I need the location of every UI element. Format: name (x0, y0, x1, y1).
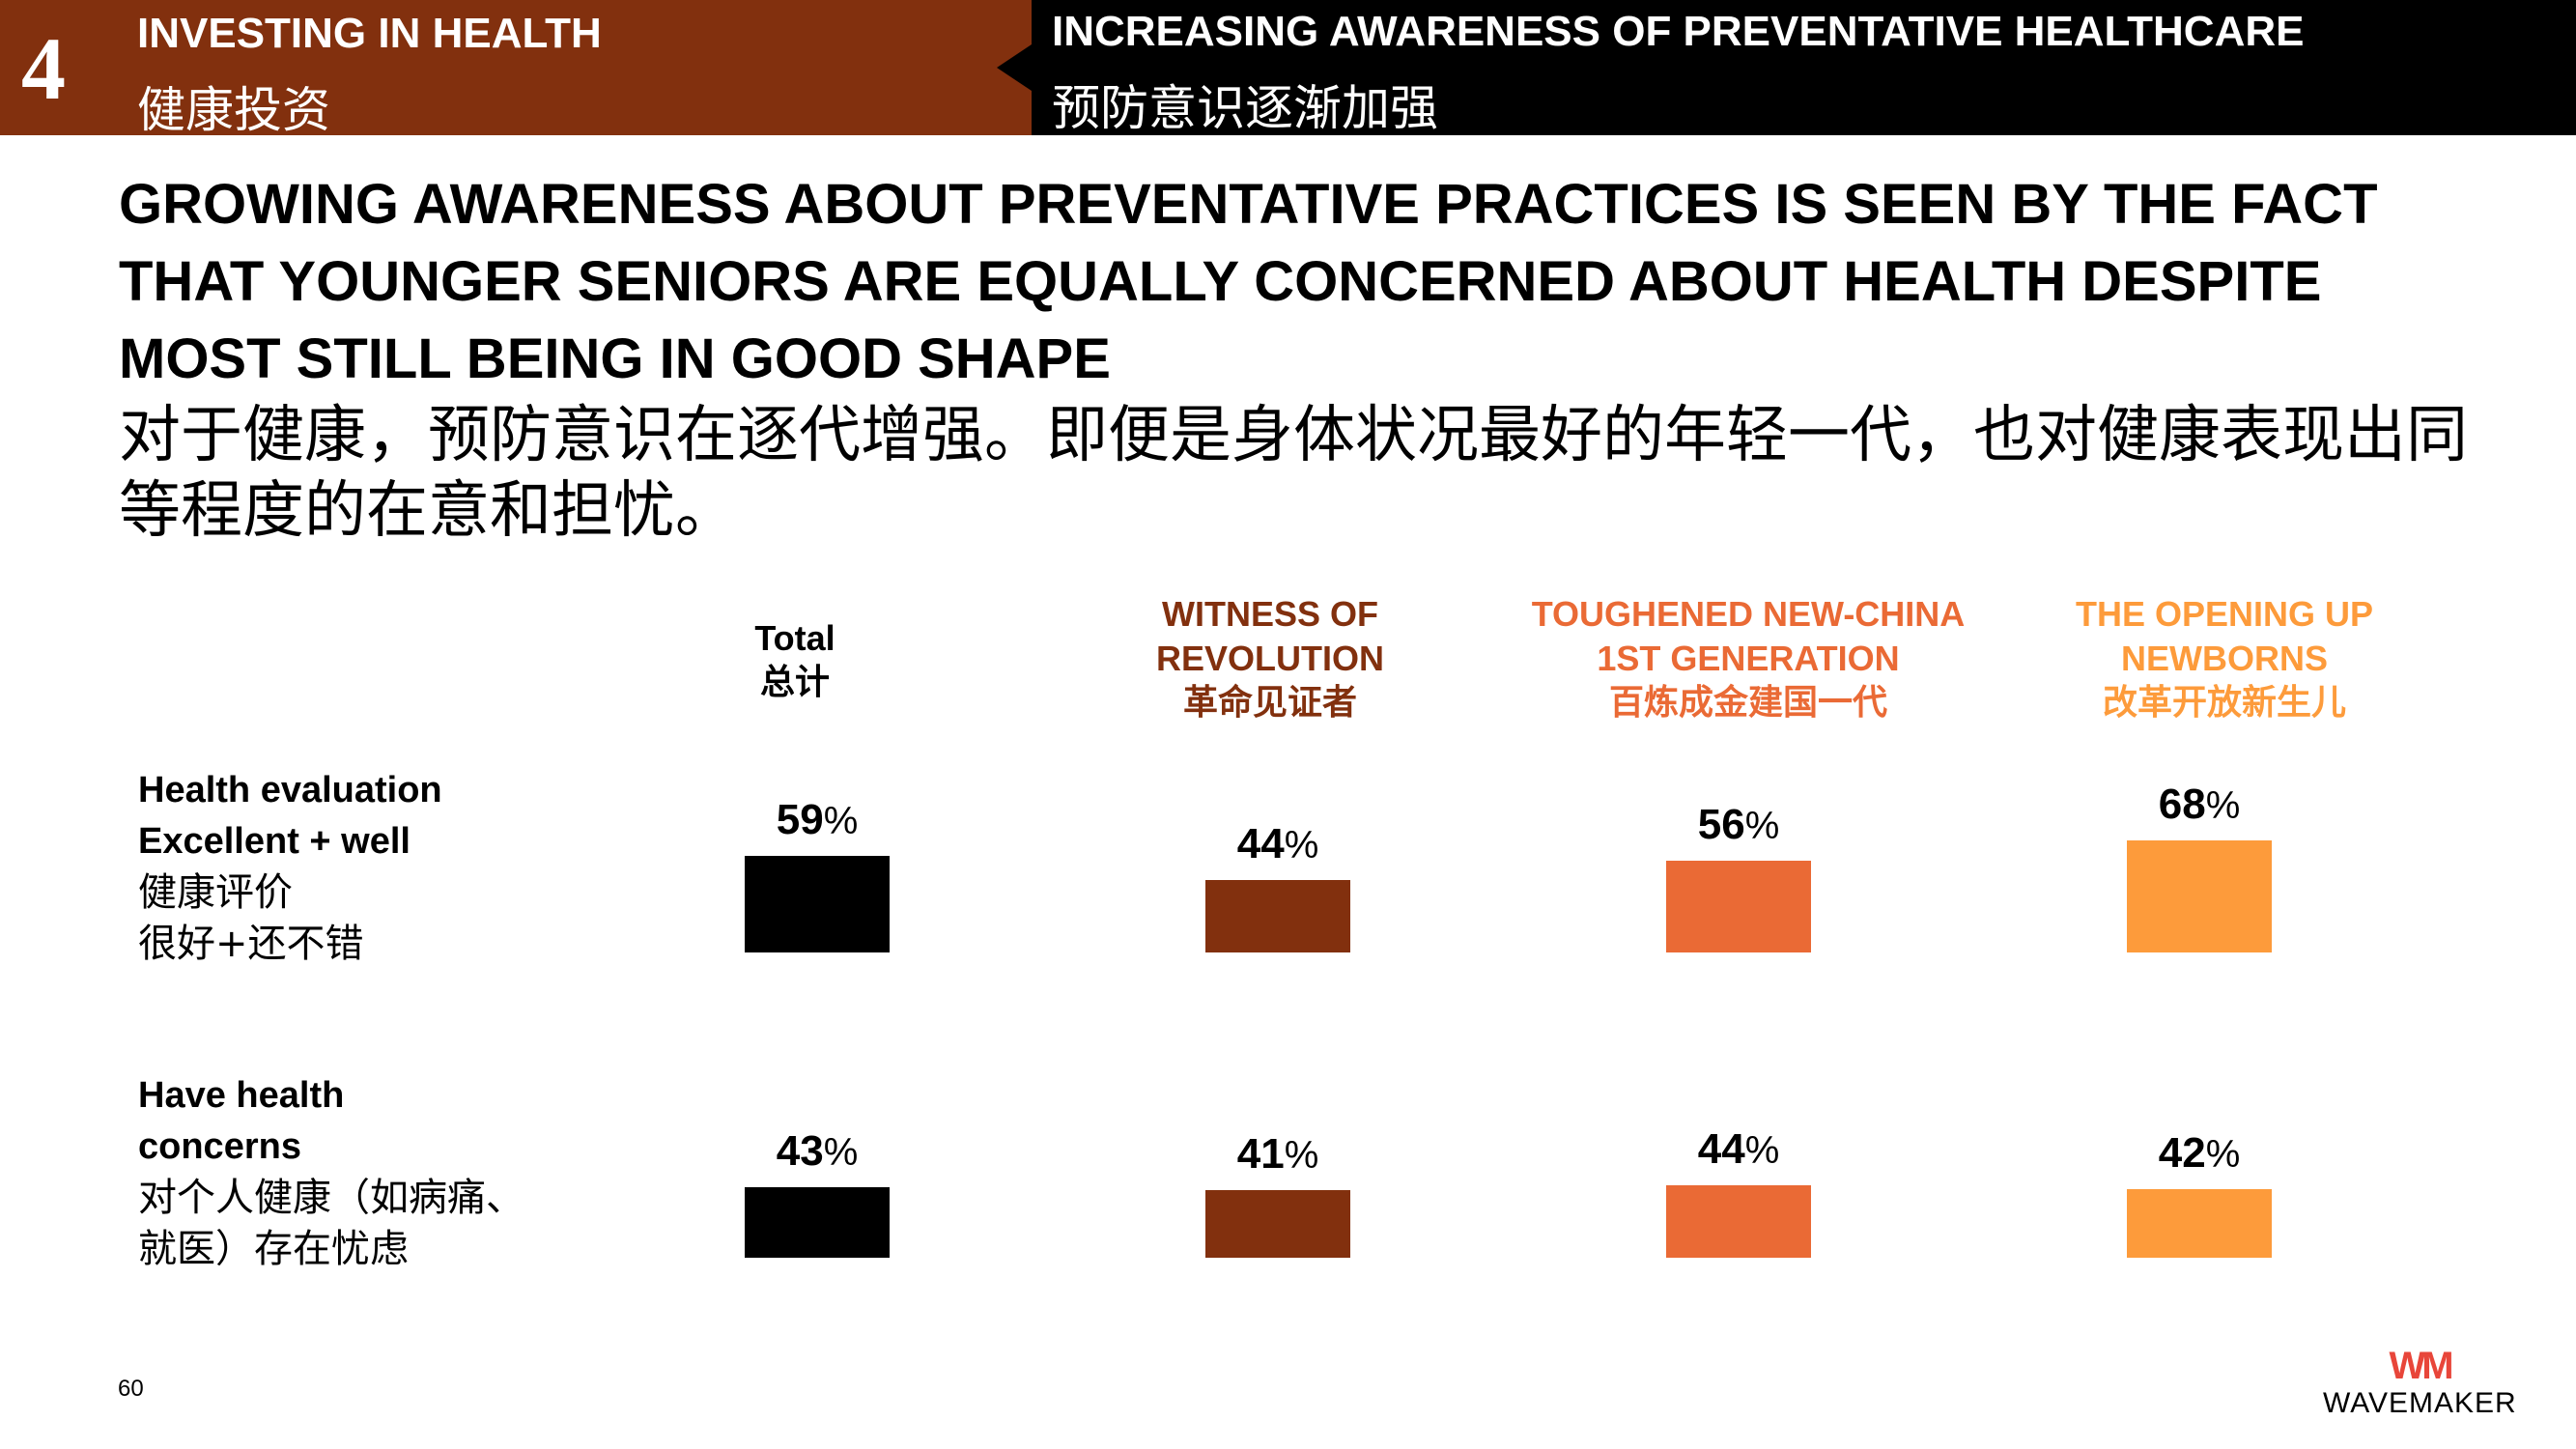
column-header-zh: 革命见证者 (1182, 683, 1357, 723)
row-label-en: Health evaluation Excellent + well (138, 770, 442, 862)
data-label-unit: % (1284, 824, 1319, 867)
data-label-unit: % (1744, 1129, 1780, 1173)
logo-mark-icon: WM (2389, 1345, 2453, 1387)
data-label-unit: % (823, 799, 859, 842)
column-header-zh: 改革开放新生儿 (2102, 683, 2346, 723)
topic-title-zh: 预防意识逐渐加强 (1052, 80, 1438, 136)
column-header-en: WITNESS OF REVOLUTION (1155, 594, 1384, 678)
banner-arrow-icon (997, 44, 1032, 91)
column-header-zh: 总计 (759, 663, 830, 702)
bar-health-evaluation-2 (1666, 860, 1811, 952)
column-header-opening: THE OPENING UP NEWBORNS 改革开放新生儿 (1954, 592, 2495, 725)
bar-health-concerns-0 (745, 1186, 890, 1258)
data-label-value: 44 (1236, 820, 1285, 868)
section-number: 4 (21, 19, 66, 118)
data-label-unit: % (2205, 784, 2241, 828)
data-label: 44% (1181, 820, 1374, 868)
data-label: 44% (1642, 1125, 1835, 1174)
row-label-health-evaluation: Health evaluation Excellent + well 健康评价 … (138, 765, 679, 970)
data-label: 41% (1181, 1130, 1374, 1179)
bar-health-concerns-2 (1666, 1185, 1811, 1258)
data-label-value: 41 (1236, 1130, 1285, 1179)
data-label-value: 43 (776, 1126, 824, 1175)
data-label: 43% (721, 1127, 914, 1176)
bar-health-evaluation-1 (1205, 880, 1350, 952)
data-label-value: 56 (1697, 800, 1745, 848)
data-label-value: 59 (776, 795, 824, 843)
topic-banner (1032, 0, 2576, 135)
row-label-zh: 对个人健康（如病痛、 (138, 1176, 524, 1220)
data-label: 68% (2103, 781, 2296, 829)
data-label: 59% (721, 796, 914, 844)
topic-title-en: INCREASING AWARENESS OF PREVENTATIVE HEA… (1052, 8, 2305, 55)
wavemaker-logo: WM WAVEMAKER (2323, 1345, 2516, 1420)
data-label-unit: % (2205, 1132, 2241, 1176)
column-header-en: TOUGHENED NEW-CHINA 1ST GENERATION (1531, 594, 1966, 678)
data-label-value: 42 (2158, 1128, 2206, 1177)
bar-health-evaluation-0 (745, 855, 890, 952)
headline-zh: 对于健康，预防意识在逐代增强。即便是身体状况最好的年轻一代，也对健康表现出同等程… (119, 400, 2468, 547)
section-banner (0, 0, 1032, 135)
data-label: 42% (2103, 1129, 2296, 1178)
column-header-en: THE OPENING UP NEWBORNS (2075, 594, 2374, 678)
column-header-toughened: TOUGHENED NEW-CHINA 1ST GENERATION 百炼成金建… (1478, 592, 2019, 725)
data-label-unit: % (1744, 804, 1780, 847)
bar-health-concerns-1 (1205, 1190, 1350, 1258)
data-label-value: 68 (2158, 781, 2206, 829)
row-label-zh: 很好+还不错 (138, 922, 364, 966)
data-label-unit: % (823, 1130, 859, 1174)
headline-en: GROWING AWARENESS ABOUT PREVENTATIVE PRA… (119, 173, 2378, 390)
row-label-health-concerns: Have health concerns 对个人健康（如病痛、 就医）存在忧虑 (138, 1070, 679, 1275)
data-label-value: 44 (1697, 1125, 1745, 1174)
column-header-total: Total 总计 (524, 616, 1065, 705)
column-header-zh: 百炼成金建国一代 (1608, 683, 1887, 723)
bar-health-concerns-3 (2127, 1188, 2272, 1258)
data-label: 56% (1642, 801, 1835, 849)
section-title-en: INVESTING IN HEALTH (137, 10, 602, 57)
section-title-zh: 健康投资 (137, 82, 330, 138)
row-label-zh: 就医）存在忧虑 (138, 1227, 409, 1271)
column-header-en: Total (754, 618, 835, 658)
logo-text: WAVEMAKER (2323, 1387, 2517, 1419)
data-label-unit: % (1284, 1134, 1319, 1178)
column-header-witness: WITNESS OF REVOLUTION 革命见证者 (1000, 592, 1541, 725)
bar-health-evaluation-3 (2127, 840, 2272, 952)
row-label-en: Have health concerns (138, 1075, 345, 1167)
page-number: 60 (118, 1376, 144, 1402)
row-label-zh: 健康评价 (138, 870, 293, 915)
